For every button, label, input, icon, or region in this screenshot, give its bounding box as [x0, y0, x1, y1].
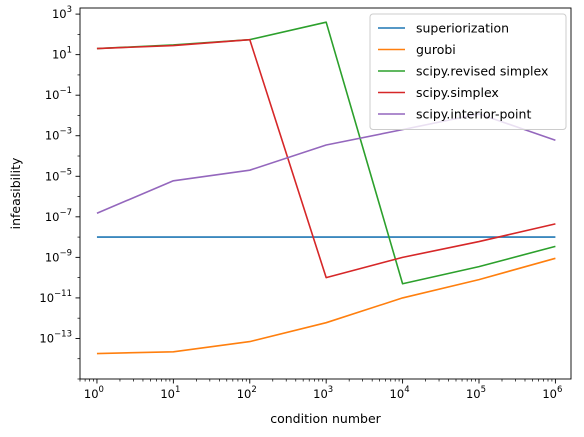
axes-layer: 100 101 102 103 104 105 10610−1310−1110−910−71…: [39, 5, 572, 401]
legend: superiorization gurobi scipy.revised simpl…: [369, 13, 567, 130]
y-axis-label: infeasibility: [8, 157, 23, 229]
axes-frame: [79, 7, 572, 380]
legend-entry: scipy.simplex: [416, 85, 499, 100]
series-layer: [96, 21, 556, 355]
legend-frame: [369, 13, 567, 130]
series-line-1: [96, 257, 556, 355]
legend-entry: scipy.interior-point: [416, 107, 531, 122]
legend-entry: superiorization: [416, 21, 509, 36]
x-axis-label: condition number: [270, 411, 381, 426]
series-line-3: [96, 38, 556, 279]
legend-entry: gurobi: [416, 42, 456, 57]
legend-entry: scipy.revised simplex: [416, 64, 548, 79]
